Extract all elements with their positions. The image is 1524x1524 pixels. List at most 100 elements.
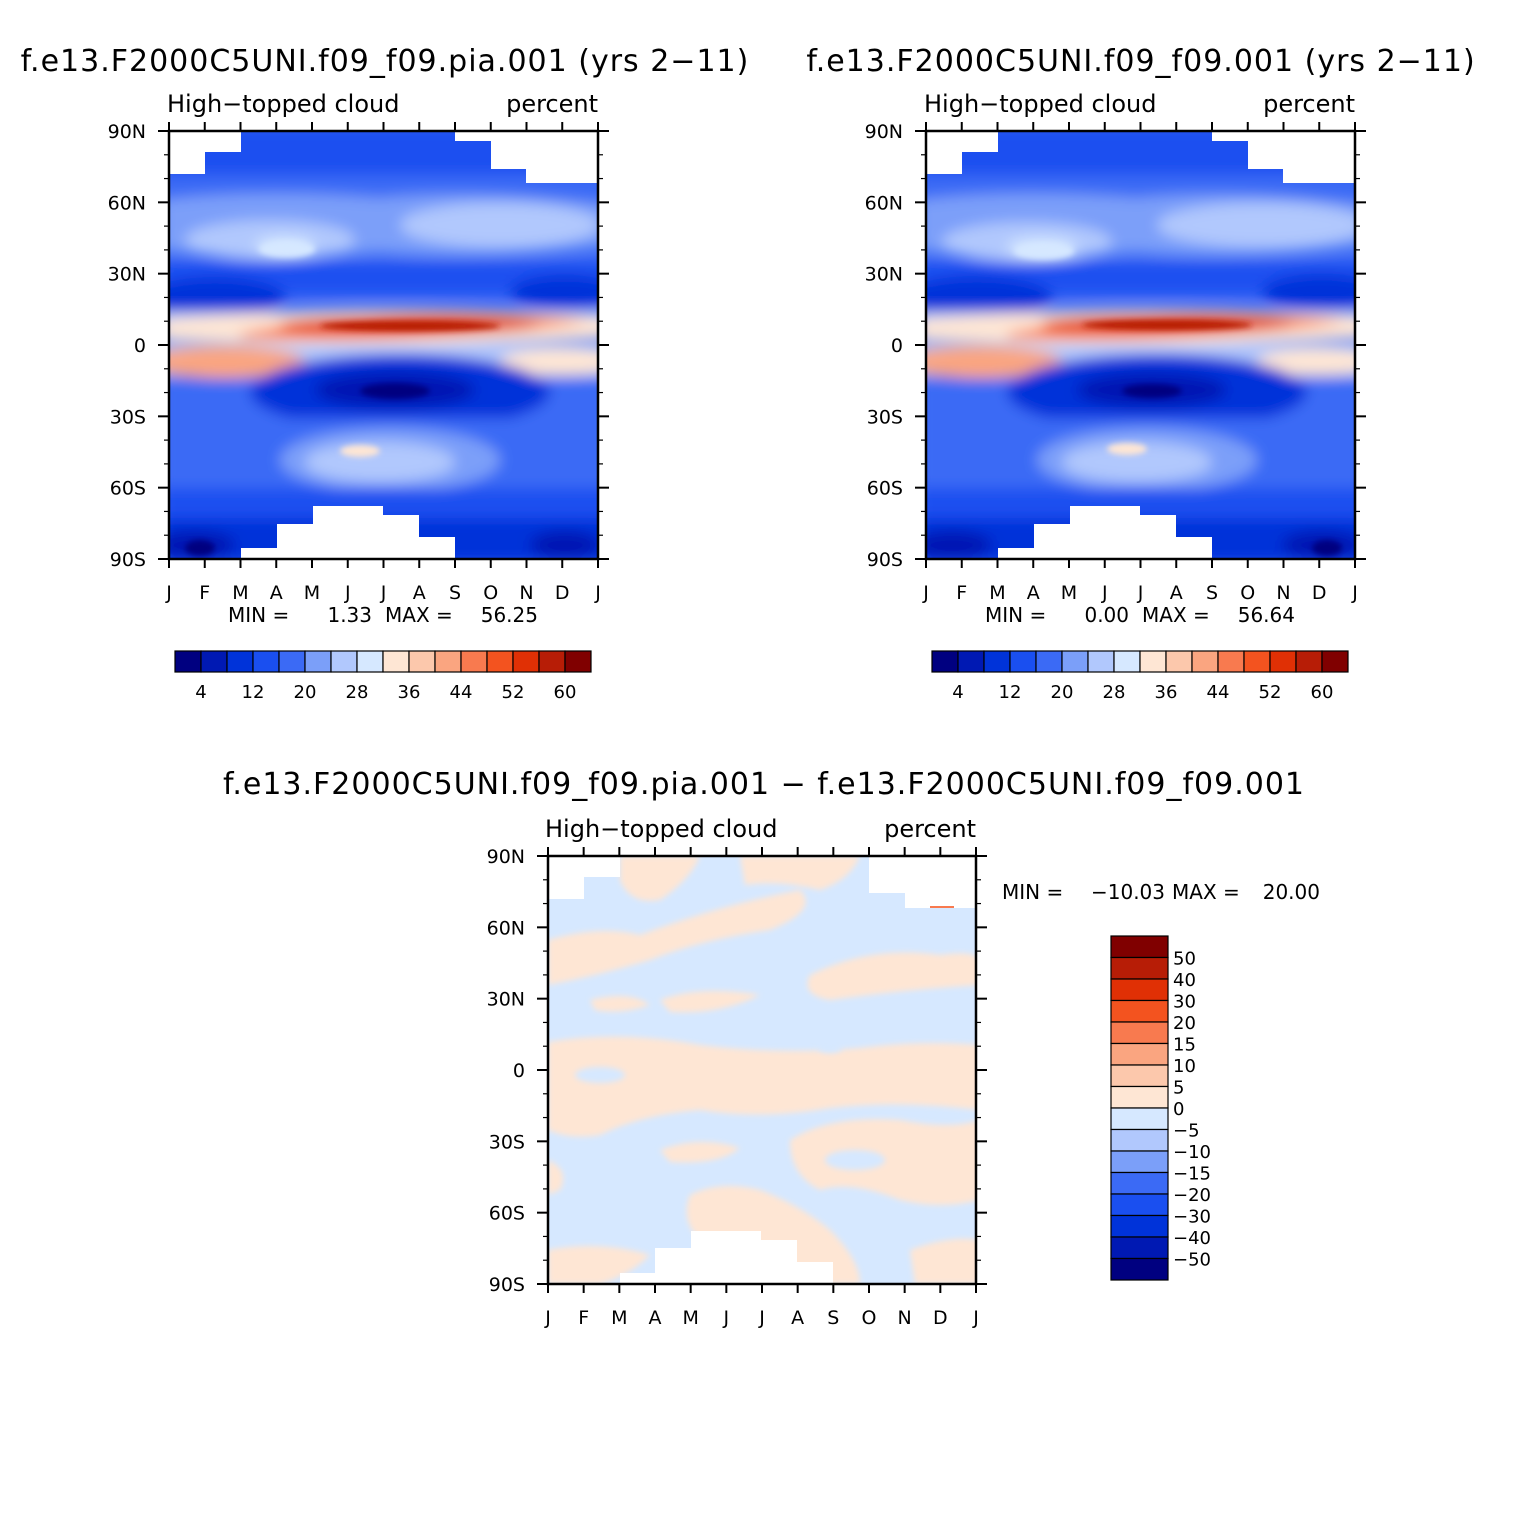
panel-1-subtitle-left: High−topped cloud — [167, 90, 399, 118]
panel-3: f.e13.F2000C5UNI.f09_f09.pia.001 − f.e13… — [223, 767, 1320, 1329]
x-tick-label: A — [1027, 582, 1040, 604]
colorbar-label: −20 — [1173, 1185, 1211, 1206]
x-tick-label: M — [232, 582, 248, 604]
x-tick-label: J — [380, 582, 387, 604]
colorbar-label: 20 — [1051, 682, 1074, 703]
y-tick-label: 30N — [487, 989, 525, 1011]
x-tick-label: D — [555, 582, 570, 604]
x-tick-label: J — [594, 582, 601, 604]
x-tick-label: J — [972, 1307, 979, 1329]
colorbar-swatch — [200, 650, 228, 673]
x-tick-label: O — [1240, 582, 1255, 604]
panel-2-subtitle-left: High−topped cloud — [924, 90, 1156, 118]
colorbar-label: 15 — [1173, 1035, 1196, 1056]
panel-1-title: f.e13.F2000C5UNI.f09_f09.pia.001 (yrs 2−… — [21, 44, 750, 79]
colorbar-swatch — [1321, 650, 1349, 673]
y-tick-label: 90N — [865, 121, 903, 143]
colorbar-swatch — [1113, 650, 1141, 673]
x-tick-label: M — [989, 582, 1005, 604]
colorbar-swatch — [1110, 1150, 1169, 1174]
colorbar-swatch — [460, 650, 488, 673]
colorbar-swatch — [983, 650, 1011, 673]
panel-2-min-label: MIN = — [985, 603, 1046, 627]
y-tick-label: 90N — [108, 121, 146, 143]
x-tick-label: S — [449, 582, 461, 604]
panel-3-max-value: 20.00 — [1263, 880, 1320, 904]
colorbar-swatch — [1087, 650, 1115, 673]
colorbar-swatch — [1139, 650, 1167, 673]
y-tick-label: 60S — [110, 478, 146, 500]
x-tick-label: J — [544, 1307, 551, 1329]
colorbar-swatch — [1269, 650, 1297, 673]
colorbar-label: 44 — [450, 682, 473, 703]
colorbar-label: 52 — [1259, 682, 1282, 703]
colorbar-label: 10 — [1173, 1056, 1196, 1077]
x-tick-label: N — [519, 582, 533, 604]
colorbar-label: −50 — [1173, 1250, 1211, 1271]
y-tick-label: 30S — [867, 406, 903, 428]
colorbar-swatch — [226, 650, 254, 673]
x-tick-label: A — [1170, 582, 1183, 604]
colorbar-swatch — [1110, 1021, 1169, 1045]
panel-1-subtitle-right: percent — [506, 90, 598, 118]
colorbar-label: 0 — [1173, 1099, 1184, 1120]
colorbar-label: 12 — [242, 682, 265, 703]
colorbar-swatch — [252, 650, 280, 673]
panel-2-subtitle-right: percent — [1263, 90, 1355, 118]
panel-1-max-label: MAX = — [385, 603, 453, 627]
panel-2-colorbar: 4 12 20 28 36 44 52 60 — [931, 650, 1349, 703]
colorbar-swatch — [1009, 650, 1037, 673]
x-tick-label: J — [758, 1307, 765, 1329]
colorbar-label: 60 — [1311, 682, 1334, 703]
panel-3-subtitle-right: percent — [884, 815, 976, 843]
y-tick-label: 60S — [867, 478, 903, 500]
x-tick-label: A — [270, 582, 283, 604]
panel-2-field — [926, 131, 1355, 559]
y-tick-label: 60N — [487, 917, 525, 939]
colorbar-swatch — [564, 650, 592, 673]
x-tick-label: D — [933, 1307, 948, 1329]
colorbar-swatch — [512, 650, 540, 673]
y-tick-label: 60S — [489, 1203, 525, 1225]
y-tick-label: 0 — [513, 1060, 525, 1082]
colorbar-swatch — [1110, 1236, 1169, 1260]
colorbar-label: 12 — [999, 682, 1022, 703]
colorbar-swatch — [538, 650, 566, 673]
colorbar-label: 28 — [1103, 682, 1126, 703]
colorbar-label: 36 — [1155, 682, 1178, 703]
panel-2-max-label: MAX = — [1142, 603, 1210, 627]
colorbar-label: −5 — [1173, 1121, 1200, 1142]
x-tick-label: J — [344, 582, 351, 604]
y-tick-label: 0 — [891, 335, 903, 357]
colorbar-swatch — [1295, 650, 1323, 673]
x-tick-label: S — [827, 1307, 839, 1329]
colorbar-label: 50 — [1173, 949, 1196, 970]
y-tick-label: 60N — [108, 192, 146, 214]
x-tick-label: F — [578, 1307, 589, 1329]
y-tick-label: 90S — [110, 549, 146, 571]
colorbar-label: 4 — [952, 682, 963, 703]
colorbar-swatch — [1110, 999, 1169, 1023]
panel-3-field — [548, 856, 976, 1284]
panel-3-subtitle-left: High−topped cloud — [545, 815, 777, 843]
x-tick-label: J — [1351, 582, 1358, 604]
x-tick-label: S — [1206, 582, 1218, 604]
colorbar-swatch — [408, 650, 436, 673]
colorbar-swatch — [1110, 1128, 1169, 1152]
colorbar-swatch — [1110, 1107, 1169, 1131]
colorbar-swatch — [356, 650, 384, 673]
colorbar-label: 40 — [1173, 970, 1196, 991]
x-tick-label: J — [1137, 582, 1144, 604]
colorbar-swatch — [931, 650, 959, 673]
colorbar-label: 28 — [346, 682, 369, 703]
panel-3-min-label: MIN = — [1002, 880, 1063, 904]
colorbar-swatch — [278, 650, 306, 673]
x-tick-label: J — [1101, 582, 1108, 604]
x-tick-label: A — [791, 1307, 804, 1329]
x-tick-label: M — [682, 1307, 698, 1329]
x-tick-label: J — [165, 582, 172, 604]
colorbar-swatch — [1110, 1214, 1169, 1238]
colorbar-swatch — [1110, 978, 1169, 1002]
colorbar-swatch — [304, 650, 332, 673]
